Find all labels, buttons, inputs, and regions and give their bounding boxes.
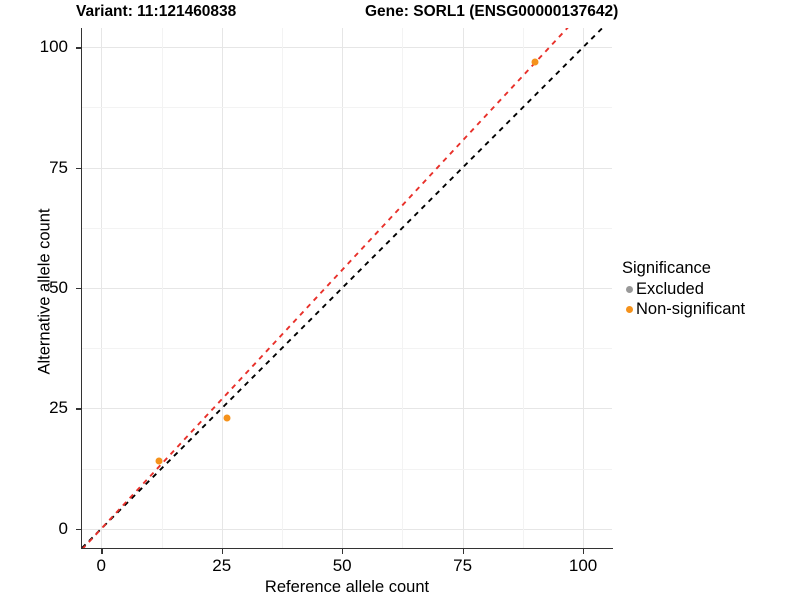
gridline — [342, 28, 344, 548]
legend-key-1 — [622, 279, 636, 299]
circle-icon — [625, 305, 633, 313]
circle-icon — [625, 285, 633, 293]
variant-title: Variant: 11:121460838 — [76, 3, 237, 20]
x-tick-label: 50 — [332, 556, 352, 575]
y-tick-label: 75 — [49, 157, 68, 177]
x-tick-mark — [101, 549, 103, 554]
y-tick-mark — [76, 288, 81, 290]
x-tick-label: 75 — [453, 556, 473, 575]
x-tick-mark — [342, 549, 344, 554]
gridline — [101, 28, 103, 548]
plot-panel — [82, 28, 612, 548]
x-tick-mark — [583, 549, 585, 554]
y-tick-mark — [76, 47, 81, 49]
legend-key-2 — [622, 299, 636, 319]
x-tick-label: 25 — [212, 556, 232, 575]
x-axis-line — [81, 548, 613, 550]
gridline — [281, 28, 283, 548]
data-point — [223, 414, 231, 422]
y-axis-title: Alternative allele count — [35, 208, 54, 375]
legend-item-label: Excluded — [636, 280, 704, 298]
x-tick-mark — [462, 549, 464, 554]
y-tick-mark — [76, 528, 81, 531]
data-point — [531, 58, 539, 66]
x-axis-title: Reference allele count — [264, 578, 430, 596]
gridline — [583, 28, 585, 548]
y-axis-line — [81, 28, 83, 549]
gridline — [161, 28, 163, 548]
y-tick-label: 100 — [39, 37, 68, 57]
legend-title: Significance — [622, 259, 711, 277]
y-tick-mark — [76, 167, 81, 169]
scatter-plot: 0 25 50 75 100 0 25 50 75 100 Reference allele co… — [35, 28, 613, 596]
gridline — [402, 28, 404, 548]
legend-item-label: Non-significant — [636, 300, 746, 318]
y-tick-label: 0 — [58, 518, 68, 538]
legend: Significance Excluded Non-significant — [622, 258, 797, 319]
gridline — [462, 28, 464, 548]
y-tick-label: 50 — [49, 278, 68, 297]
x-tick-mark — [221, 549, 224, 554]
x-tick-label: 100 — [568, 556, 598, 575]
gene-title: Gene: SORL1 (ENSG00000137642) — [365, 3, 619, 20]
legend-items: Excluded Non-significant — [622, 279, 797, 319]
y-tick-label: 25 — [49, 398, 68, 418]
x-tick-label: 0 — [96, 556, 106, 575]
y-tick-mark — [76, 408, 81, 410]
legend-item: Excluded — [622, 279, 797, 299]
plot-titles: Variant: 11:121460838 Gene: SORL1 (ENSG0… — [0, 0, 800, 24]
gridline — [221, 28, 223, 548]
legend-item: Non-significant — [622, 299, 797, 319]
gridline — [522, 28, 524, 548]
data-point — [155, 457, 163, 465]
